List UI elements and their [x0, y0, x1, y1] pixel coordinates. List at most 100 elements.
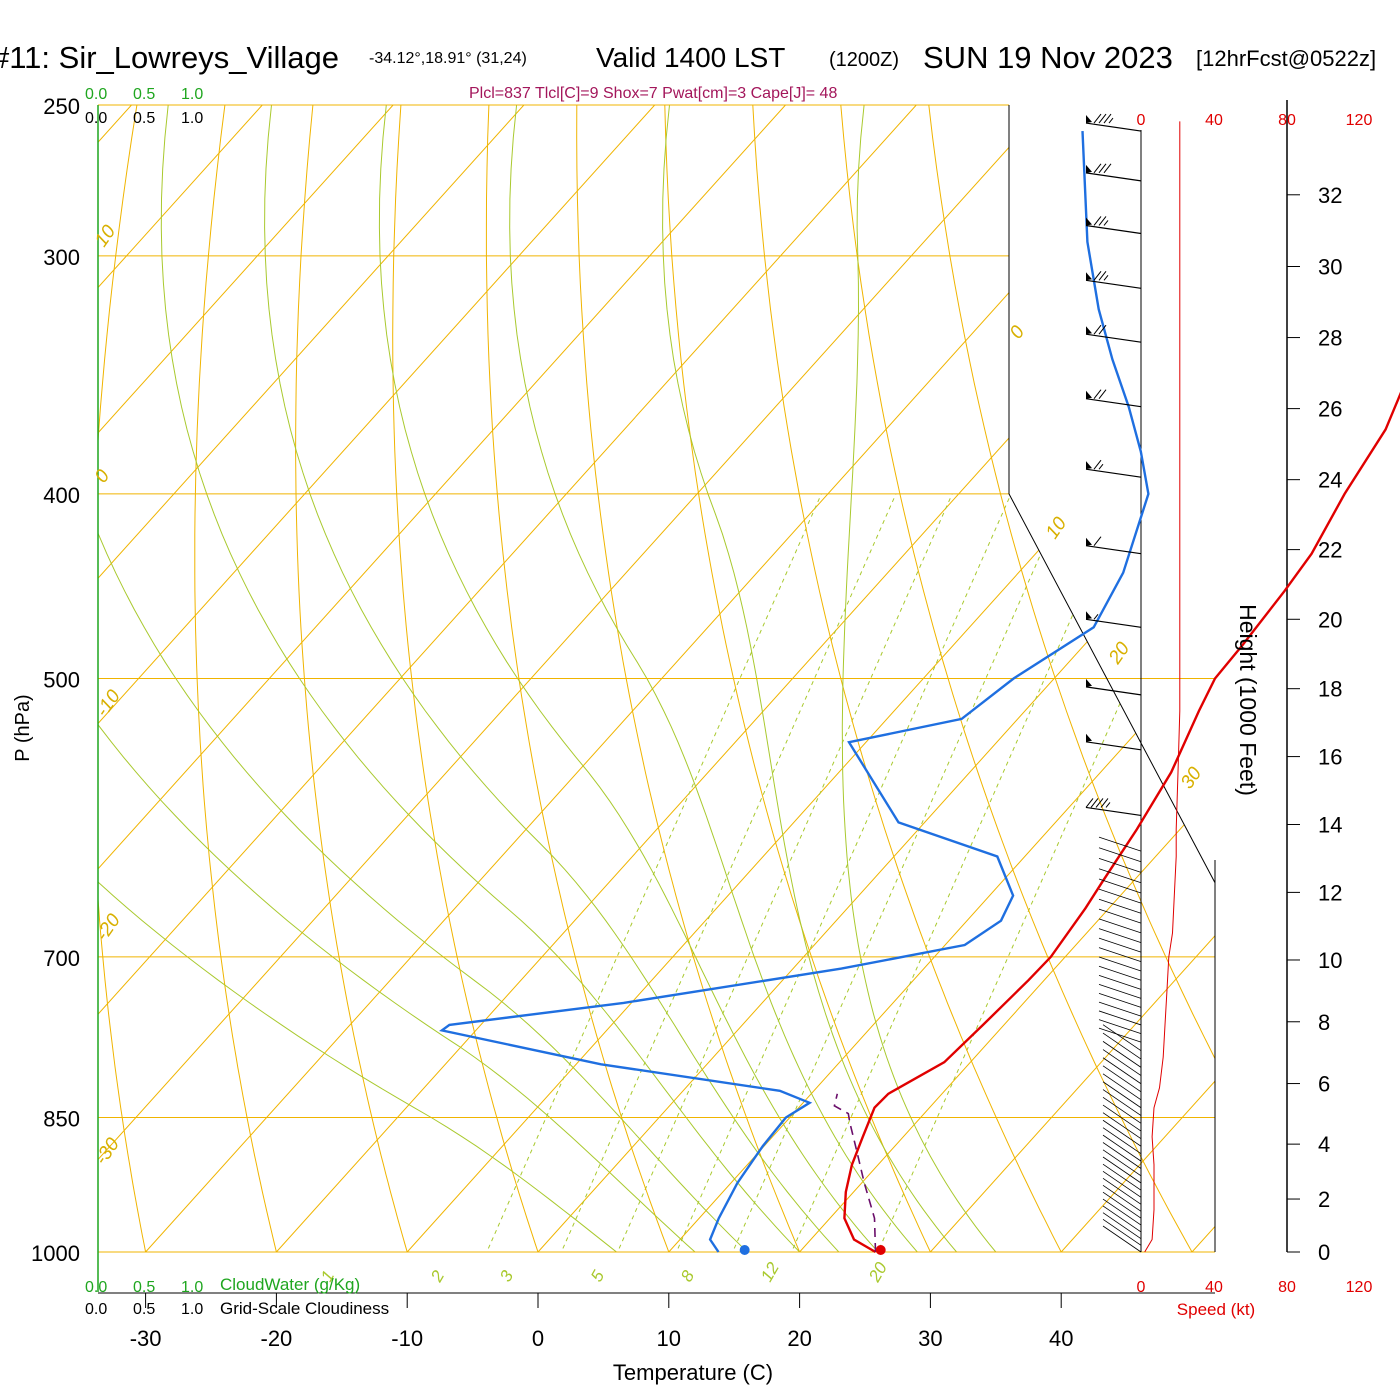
cloudiness-scale-top-2: 1.0: [181, 110, 203, 127]
cloudiness-scale-top-0: 0.0: [85, 110, 107, 127]
barb-flag: [1086, 272, 1092, 281]
sounding-series: [439, 131, 1400, 1255]
dry-adiabat: [295, 105, 420, 1252]
wind-barb: [1085, 733, 1142, 751]
barb-flag: [1086, 217, 1092, 226]
pressure-tick-label: 300: [43, 245, 80, 270]
moist-adiabat: [98, 105, 696, 1252]
wind-barb-low: [1102, 1205, 1142, 1233]
barb-staff: [1085, 333, 1142, 343]
wind-barb-low: [1102, 1081, 1142, 1109]
cloudwater-label: CloudWater (g/Kg): [220, 1275, 360, 1294]
dry-adiabat: [837, 105, 1215, 1252]
wind-barb: [1085, 798, 1142, 817]
cloudiness-scale-bottom-2: 1.0: [181, 1301, 203, 1318]
isotherm-line: [98, 105, 394, 1252]
barb-full: [1103, 113, 1112, 124]
speed-tick-bottom-120: 120: [1346, 1279, 1373, 1296]
barb-full: [1093, 389, 1102, 400]
mixing-ratio-label: 2: [427, 1267, 449, 1286]
wind-barb-low: [1098, 984, 1142, 999]
wind-barb-low: [1102, 1170, 1142, 1198]
mixing-ratio-label: 12: [757, 1259, 783, 1285]
barb-full: [1098, 270, 1107, 281]
wind-barb-low: [1102, 1104, 1142, 1132]
cloud-scale-bottom-2: 1.0: [181, 1279, 203, 1296]
forecast-hour: [12hrFcst@0522z]: [1196, 46, 1376, 71]
wind-barb-low: [1102, 1134, 1142, 1162]
wind-barb: [1085, 113, 1142, 132]
cloud-scale-bottom-0: 0.0: [85, 1279, 107, 1296]
barb-full: [1103, 163, 1112, 174]
cloudiness-label: Grid-Scale Cloudiness: [220, 1299, 389, 1318]
isobar-lines: [98, 104, 1215, 1253]
wind-barb-low: [1102, 1198, 1142, 1226]
wind-barb-low: [1102, 1184, 1142, 1212]
wind-barb-low: [1102, 1073, 1142, 1101]
wind-barb-low: [1102, 1127, 1142, 1155]
parcel-line: [833, 1093, 877, 1253]
wind-barb-low: [1102, 1032, 1142, 1060]
wind-barb-low: [1102, 1212, 1142, 1239]
wind-barb-low: [1102, 1049, 1142, 1076]
speed-tick-top-120: 120: [1346, 112, 1373, 129]
station-coords: -34.12°,18.91° (31,24): [369, 50, 527, 67]
isotherm-label: 10: [1042, 513, 1072, 543]
barb-staff: [1085, 468, 1142, 478]
wind-barb-low: [1098, 847, 1142, 863]
barb-full: [1098, 163, 1107, 174]
isotherm-label: -30: [91, 1134, 124, 1169]
pressure-tick-label: 500: [43, 668, 80, 693]
y-axis-label: P (hPa): [12, 694, 34, 761]
height-tick-label: 4: [1318, 1132, 1330, 1157]
height-tick-label: 0: [1318, 1240, 1330, 1265]
barb-flag: [1086, 390, 1092, 399]
wind-barb-low: [1098, 857, 1142, 873]
dry-adiabat: [576, 105, 818, 1252]
dry-adiabat: [194, 105, 288, 1252]
barb-flag: [1086, 537, 1092, 546]
moist-adiabat: [509, 105, 918, 1252]
barb-half: [1103, 274, 1109, 281]
isotherm-label: 0: [91, 466, 115, 487]
barb-flag: [1086, 611, 1092, 620]
wind-barb: [1085, 678, 1142, 696]
barb-full: [1100, 798, 1109, 808]
wind-barbs: [1085, 113, 1142, 1253]
dry-adiabat: [392, 105, 553, 1252]
temperature-tick-label: 20: [787, 1326, 811, 1351]
moist-adiabat: [160, 105, 800, 1252]
barb-full: [1098, 216, 1107, 226]
wind-barb-low: [1098, 918, 1142, 934]
wind-barb: [1085, 324, 1142, 343]
wind-barb-low: [1098, 1001, 1142, 1017]
barb-full: [1093, 163, 1102, 174]
wind-barb-low: [1102, 1142, 1142, 1169]
barb-half: [1105, 802, 1111, 808]
barb-full: [1090, 798, 1099, 808]
wind-barb: [1085, 270, 1142, 289]
cloud-scale-top-2: 1.0: [181, 86, 203, 103]
mixing-ratio-line: [543, 493, 897, 1252]
wind-barb-low: [1098, 965, 1142, 981]
temperature-tick-label: 40: [1049, 1326, 1073, 1351]
stability-indices: Plcl=837 Tlcl[C]=9 Shox=7 Pwat[cm]=3 Cap…: [469, 85, 837, 102]
height-tick-label: 12: [1318, 880, 1342, 905]
pressure-tick-label: 1000: [31, 1241, 80, 1266]
forecast-date: SUN 19 Nov 2023: [923, 40, 1173, 75]
wind-barb-low: [1098, 992, 1142, 1008]
temperature-surface-point: [875, 1245, 886, 1255]
wind-barb-low: [1102, 1163, 1142, 1191]
barb-flag: [1086, 164, 1092, 173]
wind-barb-low: [1102, 1065, 1142, 1093]
barb-half: [1098, 463, 1104, 470]
x-axis-label: Temperature (C): [613, 1360, 773, 1385]
plot-frame: [97, 100, 1288, 1308]
temperature-tick-label: -30: [130, 1326, 162, 1351]
pressure-tick-label: 400: [43, 483, 80, 508]
wind-barb-low: [1098, 898, 1142, 914]
speed-tick-top-40: 40: [1205, 112, 1223, 129]
moist-adiabat: [841, 105, 997, 1252]
dry-adiabat: [98, 105, 155, 1252]
dry-adiabat: [1360, 71, 1400, 1292]
